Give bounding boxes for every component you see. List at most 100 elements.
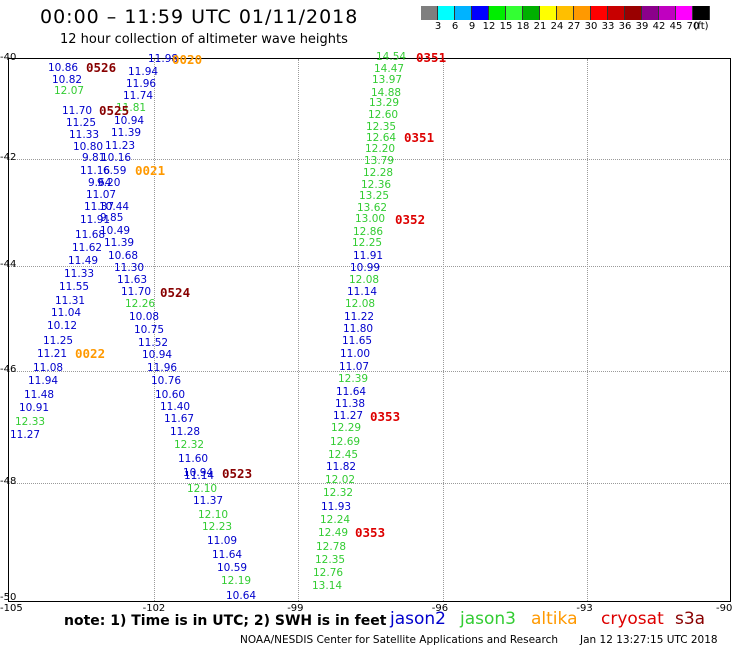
grid-line-latitude xyxy=(9,483,730,484)
color-scale-label: 30 xyxy=(584,21,598,32)
legend-item-jason3: jason3 xyxy=(460,609,516,629)
wave-height-value: 11.39 xyxy=(104,237,135,249)
color-scale-label: 42 xyxy=(652,21,666,32)
latitude-tick-label: -46 xyxy=(0,364,17,375)
wave-height-value: 11.09 xyxy=(207,535,238,547)
color-scale-label: 36 xyxy=(618,21,632,32)
wave-height-value: 11.08 xyxy=(33,362,64,374)
wave-height-value: 11.91 xyxy=(353,250,384,262)
longitude-tick-label: -96 xyxy=(431,603,449,614)
legend-item-s3a: s3a xyxy=(675,609,706,629)
wave-height-value: 10.64 xyxy=(226,590,257,602)
wave-height-value: 11.21 xyxy=(37,348,68,360)
color-scale-swatch xyxy=(625,6,642,20)
wave-height-value: 10.86 xyxy=(48,62,79,74)
color-scale-label: 15 xyxy=(499,21,513,32)
wave-height-value: 12.28 xyxy=(363,167,394,179)
wave-height-value: 11.38 xyxy=(335,398,366,410)
wave-height-value: 11.14 xyxy=(184,470,215,482)
wave-height-value: 12.25 xyxy=(352,237,383,249)
wave-height-value: 12.23 xyxy=(202,521,233,533)
wave-height-value: 14.54 xyxy=(376,51,407,63)
wave-height-value: 10.91 xyxy=(19,402,50,414)
wave-height-value: 12.07 xyxy=(54,85,85,97)
page-subtitle: 12 hour collection of altimeter wave hei… xyxy=(60,32,348,47)
wave-height-value: 12.02 xyxy=(325,474,356,486)
pass-time-label: 0353 xyxy=(370,409,401,424)
wave-height-value: 11.22 xyxy=(344,311,375,323)
wave-height-value: 11.74 xyxy=(123,90,154,102)
color-scale-label: 27 xyxy=(567,21,581,32)
wave-height-value: 10.94 xyxy=(142,349,173,361)
color-scale-label: 45 xyxy=(669,21,683,32)
wave-height-value: 12.29 xyxy=(331,422,362,434)
legend-item-altika: altika xyxy=(531,609,578,629)
wave-height-value: 11.96 xyxy=(126,78,157,90)
wave-height-value: 11.04 xyxy=(51,307,82,319)
pass-time-label: 0351 xyxy=(416,50,447,65)
wave-height-value: 10.68 xyxy=(108,250,139,262)
wave-height-value: 10.76 xyxy=(151,375,182,387)
wave-height-value: 11.23 xyxy=(105,140,136,152)
wave-height-value: 11.16 xyxy=(80,165,111,177)
generated-timestamp: Jan 12 13:27:15 UTC 2018 xyxy=(580,634,718,646)
wave-height-value: 13.29 xyxy=(369,97,400,109)
wave-height-value: 12.39 xyxy=(338,373,369,385)
color-scale-swatch xyxy=(608,6,625,20)
wave-height-value: 11.25 xyxy=(43,335,74,347)
color-scale-label: 6 xyxy=(451,21,459,32)
pass-time-label: 0020 xyxy=(172,52,203,67)
legend-item-jason2: jason2 xyxy=(390,609,446,629)
color-scale-label: 9 xyxy=(468,21,476,32)
color-scale-swatch xyxy=(557,6,574,20)
wave-height-value: 12.26 xyxy=(125,298,156,310)
wave-height-value: 12.10 xyxy=(198,509,229,521)
wave-height-value: 12.35 xyxy=(366,121,397,133)
wave-height-value: 11.70 xyxy=(121,286,152,298)
color-scale-swatch xyxy=(438,6,455,20)
wave-height-value: 13.14 xyxy=(312,580,343,592)
color-scale-label: 18 xyxy=(516,21,530,32)
wave-height-value: 11.70 xyxy=(62,105,93,117)
wave-height-value: 12.86 xyxy=(353,226,384,238)
wave-height-value: 13.79 xyxy=(364,155,395,167)
wave-height-value: 14.88 xyxy=(371,87,402,99)
wave-height-value: 10.99 xyxy=(350,262,381,274)
longitude-tick-label: -99 xyxy=(287,603,304,614)
wave-height-value: 11.81 xyxy=(116,102,147,114)
color-scale-swatch xyxy=(523,6,540,20)
wave-height-value: 11.96 xyxy=(147,362,178,374)
wave-height-value: 10.75 xyxy=(134,324,165,336)
wave-height-value: 11.67 xyxy=(164,413,195,425)
grid-line-longitude xyxy=(153,59,155,601)
wave-height-value: 12.24 xyxy=(320,514,351,526)
longitude-tick-label: -93 xyxy=(576,603,593,614)
wave-height-value: 10.82 xyxy=(52,74,83,86)
wave-height-value: 12.76 xyxy=(313,567,344,579)
wave-height-value: 11.25 xyxy=(66,117,97,129)
wave-height-value: 13.00 xyxy=(355,213,386,225)
wave-height-value: 6.59 xyxy=(103,165,127,177)
pass-time-label: 0022 xyxy=(75,346,106,361)
wave-height-value: 12.60 xyxy=(368,109,399,121)
wave-height-value: 10.59 xyxy=(217,562,248,574)
color-scale-swatch xyxy=(676,6,693,20)
latitude-tick-label: -44 xyxy=(0,259,17,270)
wave-height-value: 9.20 xyxy=(97,177,121,189)
wave-height-value: 11.28 xyxy=(170,426,201,438)
wave-height-value: 11.49 xyxy=(68,255,99,267)
map-plot-area xyxy=(8,58,731,602)
color-scale-swatch xyxy=(472,6,489,20)
wave-height-value: 11.14 xyxy=(347,286,378,298)
grid-line-latitude xyxy=(9,371,730,372)
color-scale-swatch xyxy=(455,6,472,20)
wave-height-value: 11.40 xyxy=(160,401,191,413)
legend-item-cryosat: cryosat xyxy=(601,609,664,629)
footnote: note: 1) Time is in UTC; 2) SWH is in fe… xyxy=(64,613,387,629)
wave-height-value: 12.35 xyxy=(315,554,346,566)
wave-height-value: 10.94 xyxy=(183,467,214,479)
color-scale-label: 24 xyxy=(550,21,564,32)
wave-height-value: 12.08 xyxy=(349,274,380,286)
wave-height-value: 11.65 xyxy=(342,335,373,347)
